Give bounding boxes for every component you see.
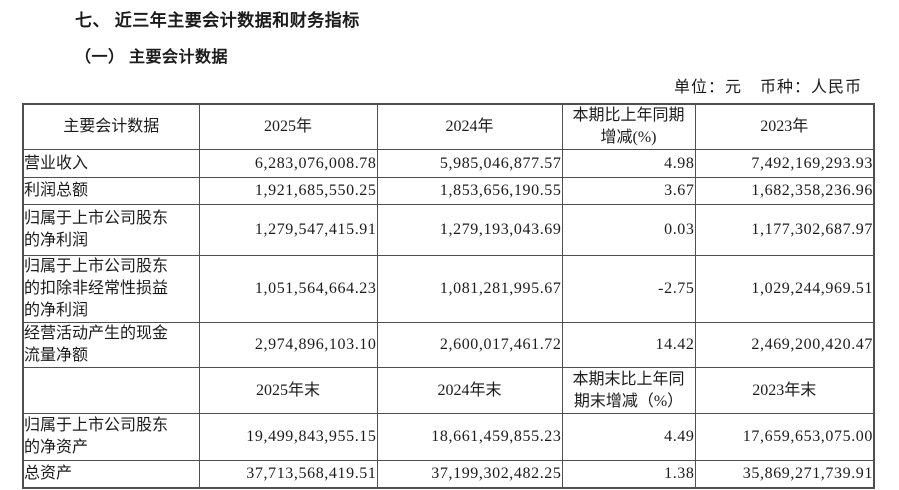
- value-2024: 5,985,046,877.57: [376, 149, 563, 178]
- value-2024: 1,279,193,043.69: [376, 204, 563, 256]
- header-end-change: 本期末比上年同 期末增减（%）: [561, 367, 696, 414]
- row-label: 归属于上市公司股东 的净资产: [22, 413, 200, 461]
- key-accounting-data-table: 主要会计数据 2025年 2024年 本期比上年同期 增减(%) 2023年 营…: [22, 103, 875, 489]
- table-row-operating-cash-flow: 经营活动产生的现金 流量净额 2,974,896,103.10 2,600,01…: [22, 322, 875, 368]
- row-label: 归属于上市公司股东 的扣除非经常性损益 的净利润: [22, 255, 200, 323]
- value-2025: 1,279,547,415.91: [198, 204, 378, 256]
- value-change: 4.98: [561, 149, 696, 178]
- value-change: 4.49: [561, 413, 696, 461]
- value-2023: 1,177,302,687.97: [694, 204, 875, 256]
- value-change: -2.75: [561, 255, 696, 323]
- header-main-indicator: 主要会计数据: [22, 103, 200, 150]
- value-2023: 1,029,244,969.51: [694, 255, 875, 323]
- value-2025-end: 37,713,568,419.51: [198, 460, 378, 489]
- header-2025: 2025年: [198, 103, 378, 150]
- header-blank: [22, 367, 200, 414]
- value-2024: 1,853,656,190.55: [376, 177, 563, 205]
- table-row-total-assets: 总资产 37,713,568,419.51 37,199,302,482.25 …: [22, 460, 875, 489]
- value-2024-end: 37,199,302,482.25: [376, 460, 563, 489]
- value-2023-end: 17,659,653,075.00: [694, 413, 875, 461]
- row-label: 经营活动产生的现金 流量净额: [22, 322, 200, 368]
- value-2025: 6,283,076,008.78: [198, 149, 378, 178]
- currency-label: 币种：人民币: [759, 79, 862, 96]
- value-change: 14.42: [561, 322, 696, 368]
- header-2025-end: 2025年末: [198, 367, 378, 414]
- table-row-revenue: 营业收入 6,283,076,008.78 5,985,046,877.57 4…: [22, 149, 875, 178]
- table-row-net-profit-excl-nonrecurring: 归属于上市公司股东 的扣除非经常性损益 的净利润 1,051,564,664.2…: [22, 255, 875, 323]
- row-label: 利润总额: [22, 177, 200, 205]
- value-2025: 2,974,896,103.10: [198, 322, 378, 368]
- row-label: 归属于上市公司股东 的净利润: [22, 204, 200, 256]
- value-change: 0.03: [561, 204, 696, 256]
- header-yoy-change: 本期比上年同期 增减(%): [561, 103, 696, 150]
- header-2024: 2024年: [376, 103, 563, 150]
- unit-label: 单位：元: [673, 79, 742, 96]
- value-2024: 2,600,017,461.72: [376, 322, 563, 368]
- section-title: 七、 近三年主要会计数据和财务指标: [75, 11, 360, 30]
- table-row-net-profit: 归属于上市公司股东 的净利润 1,279,547,415.91 1,279,19…: [22, 204, 875, 256]
- value-2024: 1,081,281,995.67: [376, 255, 563, 323]
- value-2025: 1,921,685,550.25: [198, 177, 378, 205]
- table-row-net-assets: 归属于上市公司股东 的净资产 19,499,843,955.15 18,661,…: [22, 413, 875, 461]
- header-2023: 2023年: [694, 103, 875, 150]
- table-row-total-profit: 利润总额 1,921,685,550.25 1,853,656,190.55 3…: [22, 177, 875, 205]
- value-2023: 7,492,169,293.93: [694, 149, 875, 178]
- value-change: 3.67: [561, 177, 696, 205]
- header-2023-end: 2023年末: [694, 367, 875, 414]
- value-2023: 2,469,200,420.47: [694, 322, 875, 368]
- header-2024-end: 2024年末: [376, 367, 563, 414]
- value-2024-end: 18,661,459,855.23: [376, 413, 563, 461]
- row-label: 总资产: [22, 460, 200, 489]
- row-label: 营业收入: [22, 149, 200, 178]
- unit-currency-line: 单位：元 币种：人民币: [674, 73, 862, 97]
- subsection-title: （一） 主要会计数据: [75, 49, 229, 66]
- table-header-annual: 主要会计数据 2025年 2024年 本期比上年同期 增减(%) 2023年: [22, 103, 875, 150]
- value-2025-end: 19,499,843,955.15: [198, 413, 378, 461]
- value-2023-end: 35,869,271,739.91: [694, 460, 875, 489]
- value-2023: 1,682,358,236.96: [694, 177, 875, 205]
- table-header-period-end: 2025年末 2024年末 本期末比上年同 期末增减（%） 2023年末: [22, 367, 875, 414]
- value-change: 1.38: [561, 460, 696, 489]
- value-2025: 1,051,564,664.23: [198, 255, 378, 323]
